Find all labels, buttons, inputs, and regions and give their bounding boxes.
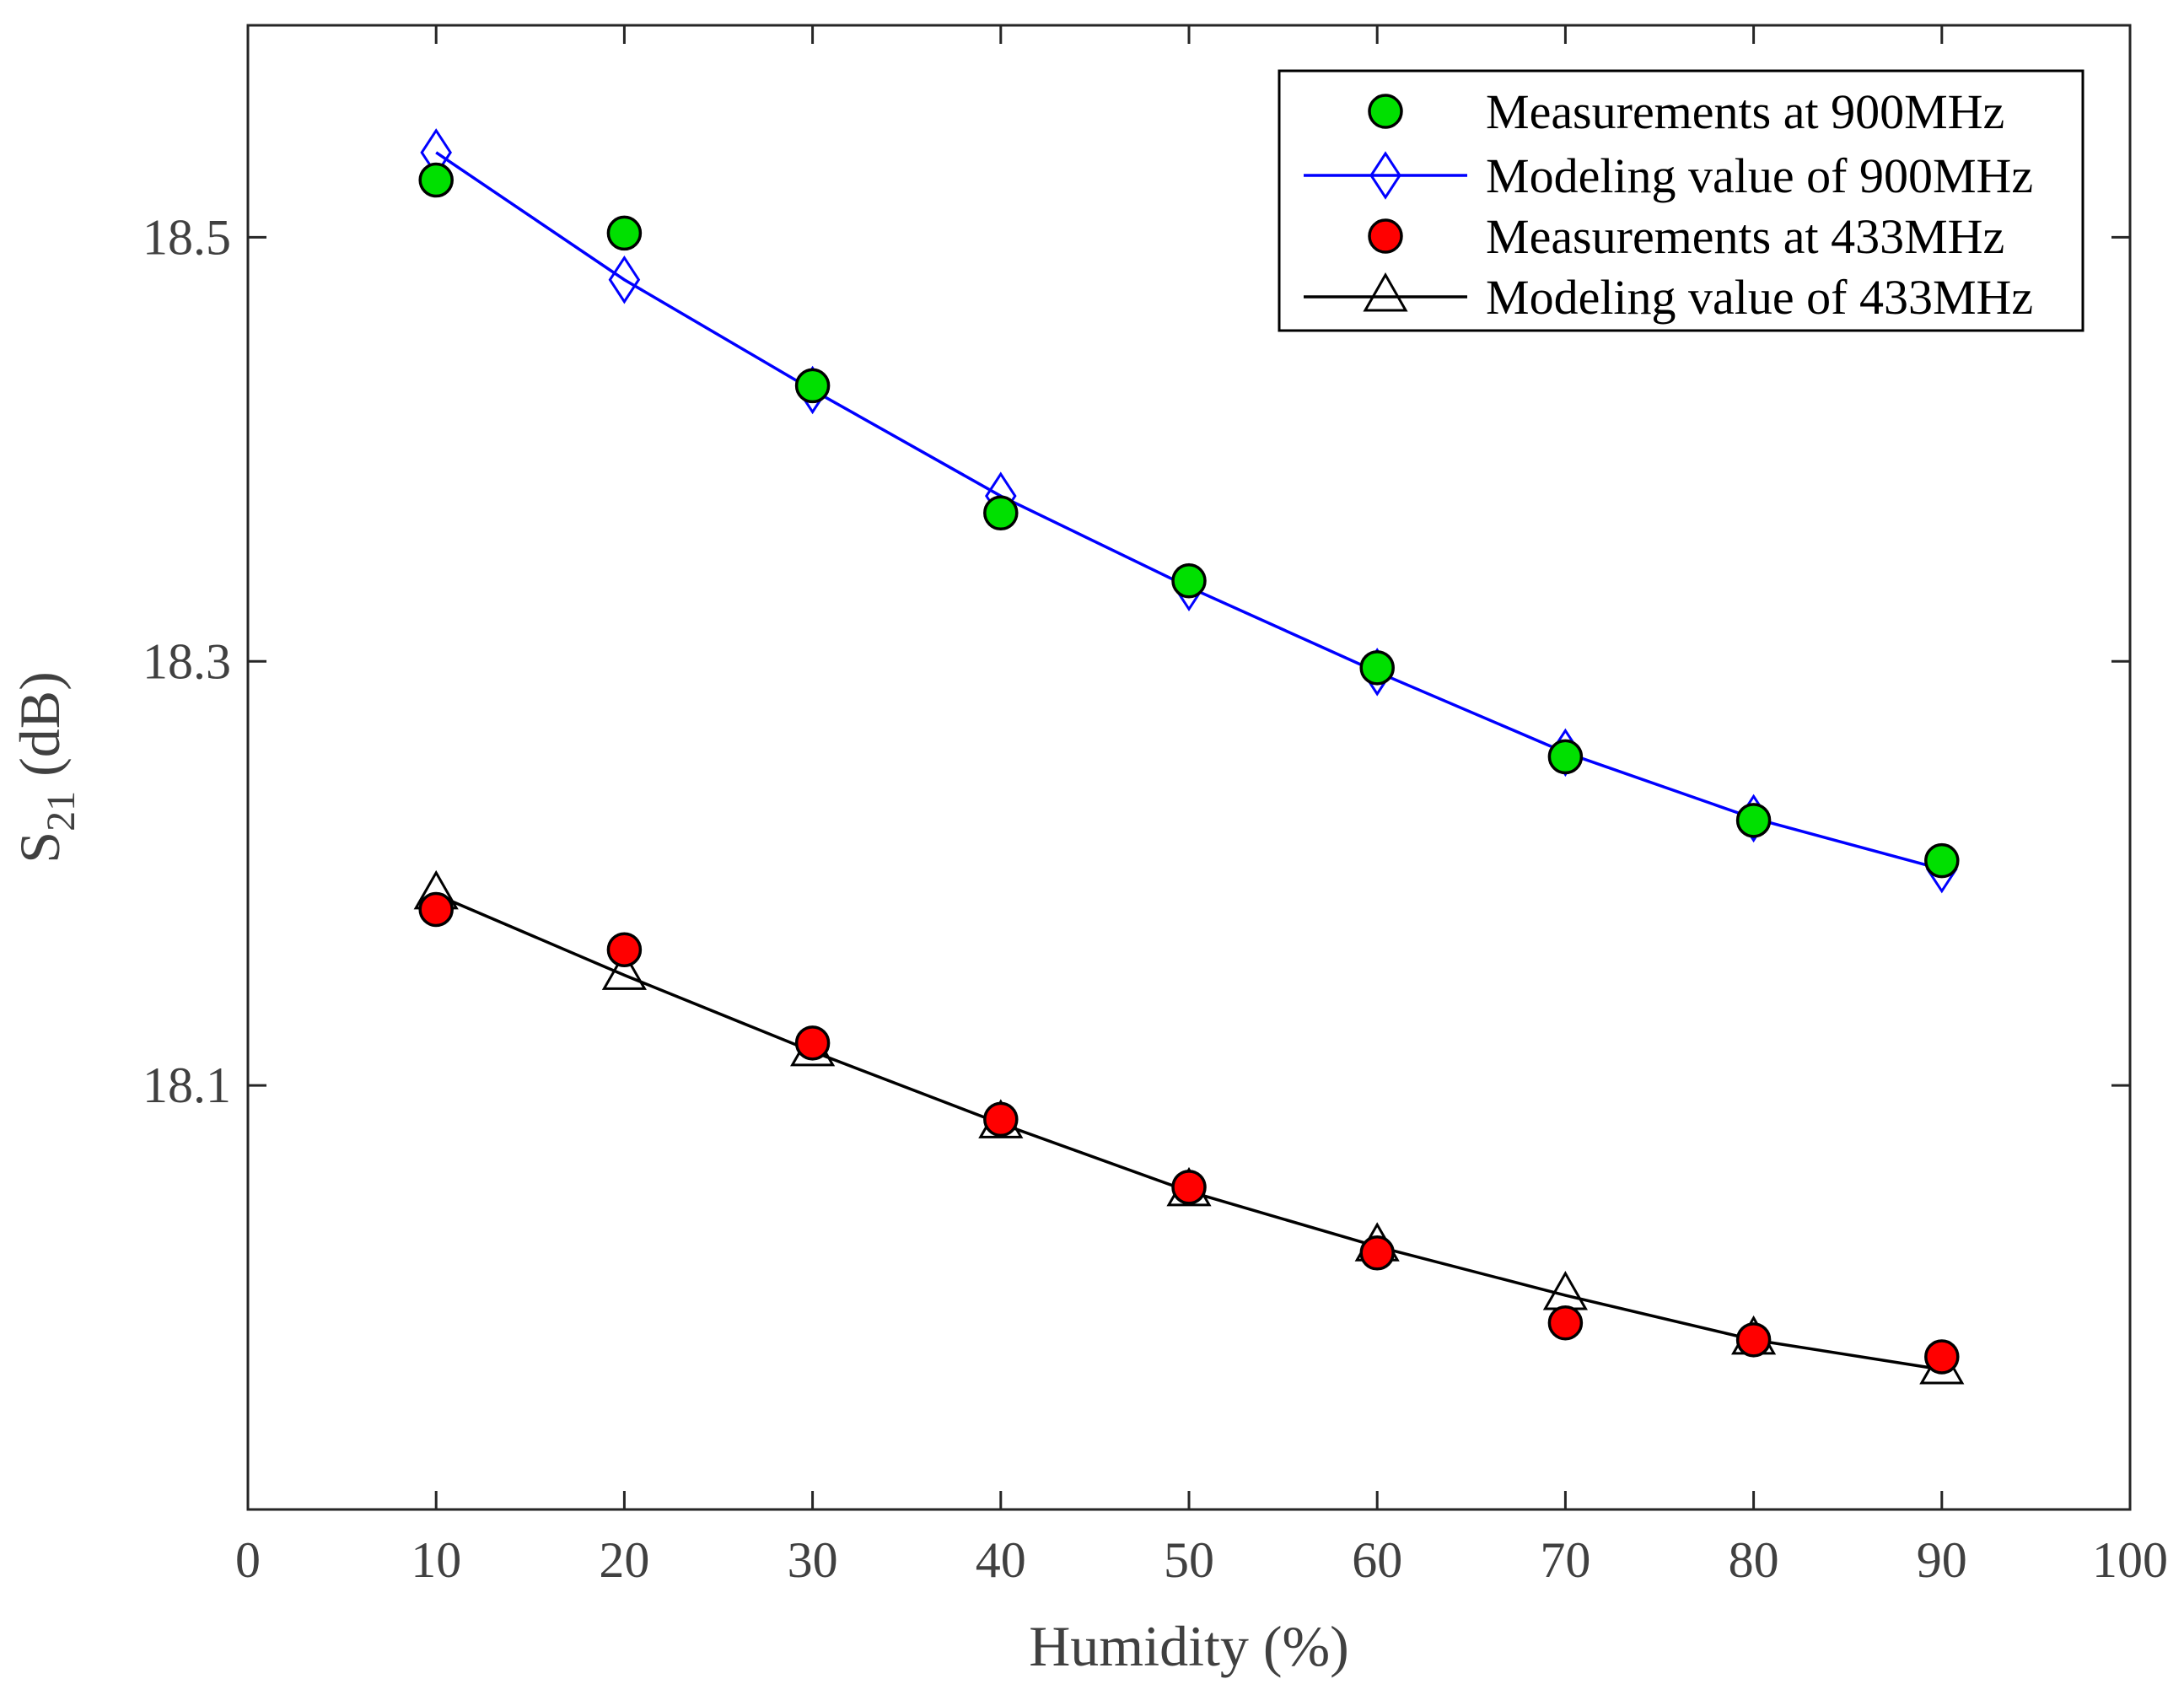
x-tick-label: 100 [2092, 1532, 2168, 1588]
x-tick-label: 10 [411, 1532, 461, 1588]
series-2 [418, 891, 1960, 1375]
legend-entry-0: Measurements at 900MHz [1368, 84, 2004, 139]
x-tick-label: 60 [1352, 1532, 1402, 1588]
data-point [1735, 803, 1772, 838]
x-tick-label: 40 [976, 1532, 1026, 1588]
data-point [983, 1101, 1019, 1138]
legend-entry-1: Modeling value of 900MHz [1304, 148, 2033, 203]
series-0 [418, 162, 1960, 879]
x-tick-label: 90 [1917, 1532, 1967, 1588]
y-axis-title: S21 (dB) [8, 671, 83, 863]
data-point [418, 162, 454, 198]
x-tick-label: 30 [788, 1532, 838, 1588]
legend-marker [1368, 94, 1403, 129]
legend: Measurements at 900MHz Modeling value of … [1278, 69, 2084, 332]
y-tick-label: 18.5 [143, 209, 231, 265]
y-tick-label: 18.1 [143, 1057, 231, 1113]
legend-box [1278, 69, 2084, 332]
y-tick-label: 18.3 [143, 633, 231, 689]
data-point [608, 255, 641, 304]
y-axis-title-subscript: 21 [39, 791, 83, 831]
legend-label: Modeling value of 433MHz [1486, 270, 2033, 325]
plot-area [413, 128, 1965, 1385]
x-tick-label: 70 [1540, 1532, 1590, 1588]
y-axis-title-main: S [8, 831, 72, 864]
legend-label: Measurements at 900MHz [1486, 84, 2004, 139]
data-point [983, 495, 1019, 531]
x-tick-label: 20 [599, 1532, 649, 1588]
data-point [1171, 562, 1207, 599]
data-point [1171, 1170, 1207, 1205]
data-point [601, 950, 647, 990]
data-point [1547, 1305, 1584, 1341]
legend-marker [1368, 218, 1403, 254]
data-point [1359, 1235, 1395, 1271]
data-point [1359, 650, 1395, 686]
data-point [1547, 739, 1584, 775]
data-point [1924, 842, 1960, 879]
data-point [418, 891, 454, 928]
data-point [1924, 1339, 1960, 1375]
legend-entry-3: Modeling value of 433MHz [1304, 270, 2033, 325]
data-point [606, 215, 643, 251]
data-point [1735, 1322, 1772, 1358]
legend-label: Measurements at 433MHz [1486, 209, 2004, 264]
data-point [794, 368, 831, 404]
y-axis-title-unit: (dB) [8, 671, 72, 791]
x-tick-label: 50 [1164, 1532, 1214, 1588]
data-point [794, 1025, 831, 1061]
legend-entry-2: Measurements at 433MHz [1368, 209, 2004, 264]
x-tick-label: 0 [235, 1532, 261, 1588]
legend-marker [1363, 272, 1408, 312]
x-axis-title: Humidity (%) [1029, 1614, 1349, 1678]
legend-label: Modeling value of 900MHz [1486, 148, 2033, 203]
axes: 0 10 20 30 40 50 60 70 80 90 100 18.1 18.3 18.5 [143, 25, 2168, 1588]
svg-text:S21 (dB): S21 (dB) [8, 671, 83, 863]
legend-marker [1369, 151, 1401, 200]
x-tick-label: 80 [1729, 1532, 1779, 1588]
data-point [606, 932, 643, 967]
